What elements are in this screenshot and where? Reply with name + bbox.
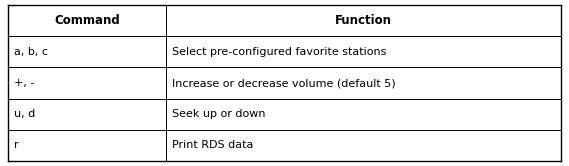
Text: a, b, c: a, b, c bbox=[14, 47, 48, 57]
Text: Increase or decrease volume (default 5): Increase or decrease volume (default 5) bbox=[172, 78, 395, 88]
Text: Function: Function bbox=[335, 14, 392, 27]
Text: Seek up or down: Seek up or down bbox=[172, 109, 265, 119]
Text: Command: Command bbox=[54, 14, 119, 27]
Text: u, d: u, d bbox=[14, 109, 35, 119]
Text: Print RDS data: Print RDS data bbox=[172, 140, 253, 150]
Text: +, -: +, - bbox=[14, 78, 34, 88]
Text: Select pre-configured favorite stations: Select pre-configured favorite stations bbox=[172, 47, 386, 57]
Text: r: r bbox=[14, 140, 19, 150]
